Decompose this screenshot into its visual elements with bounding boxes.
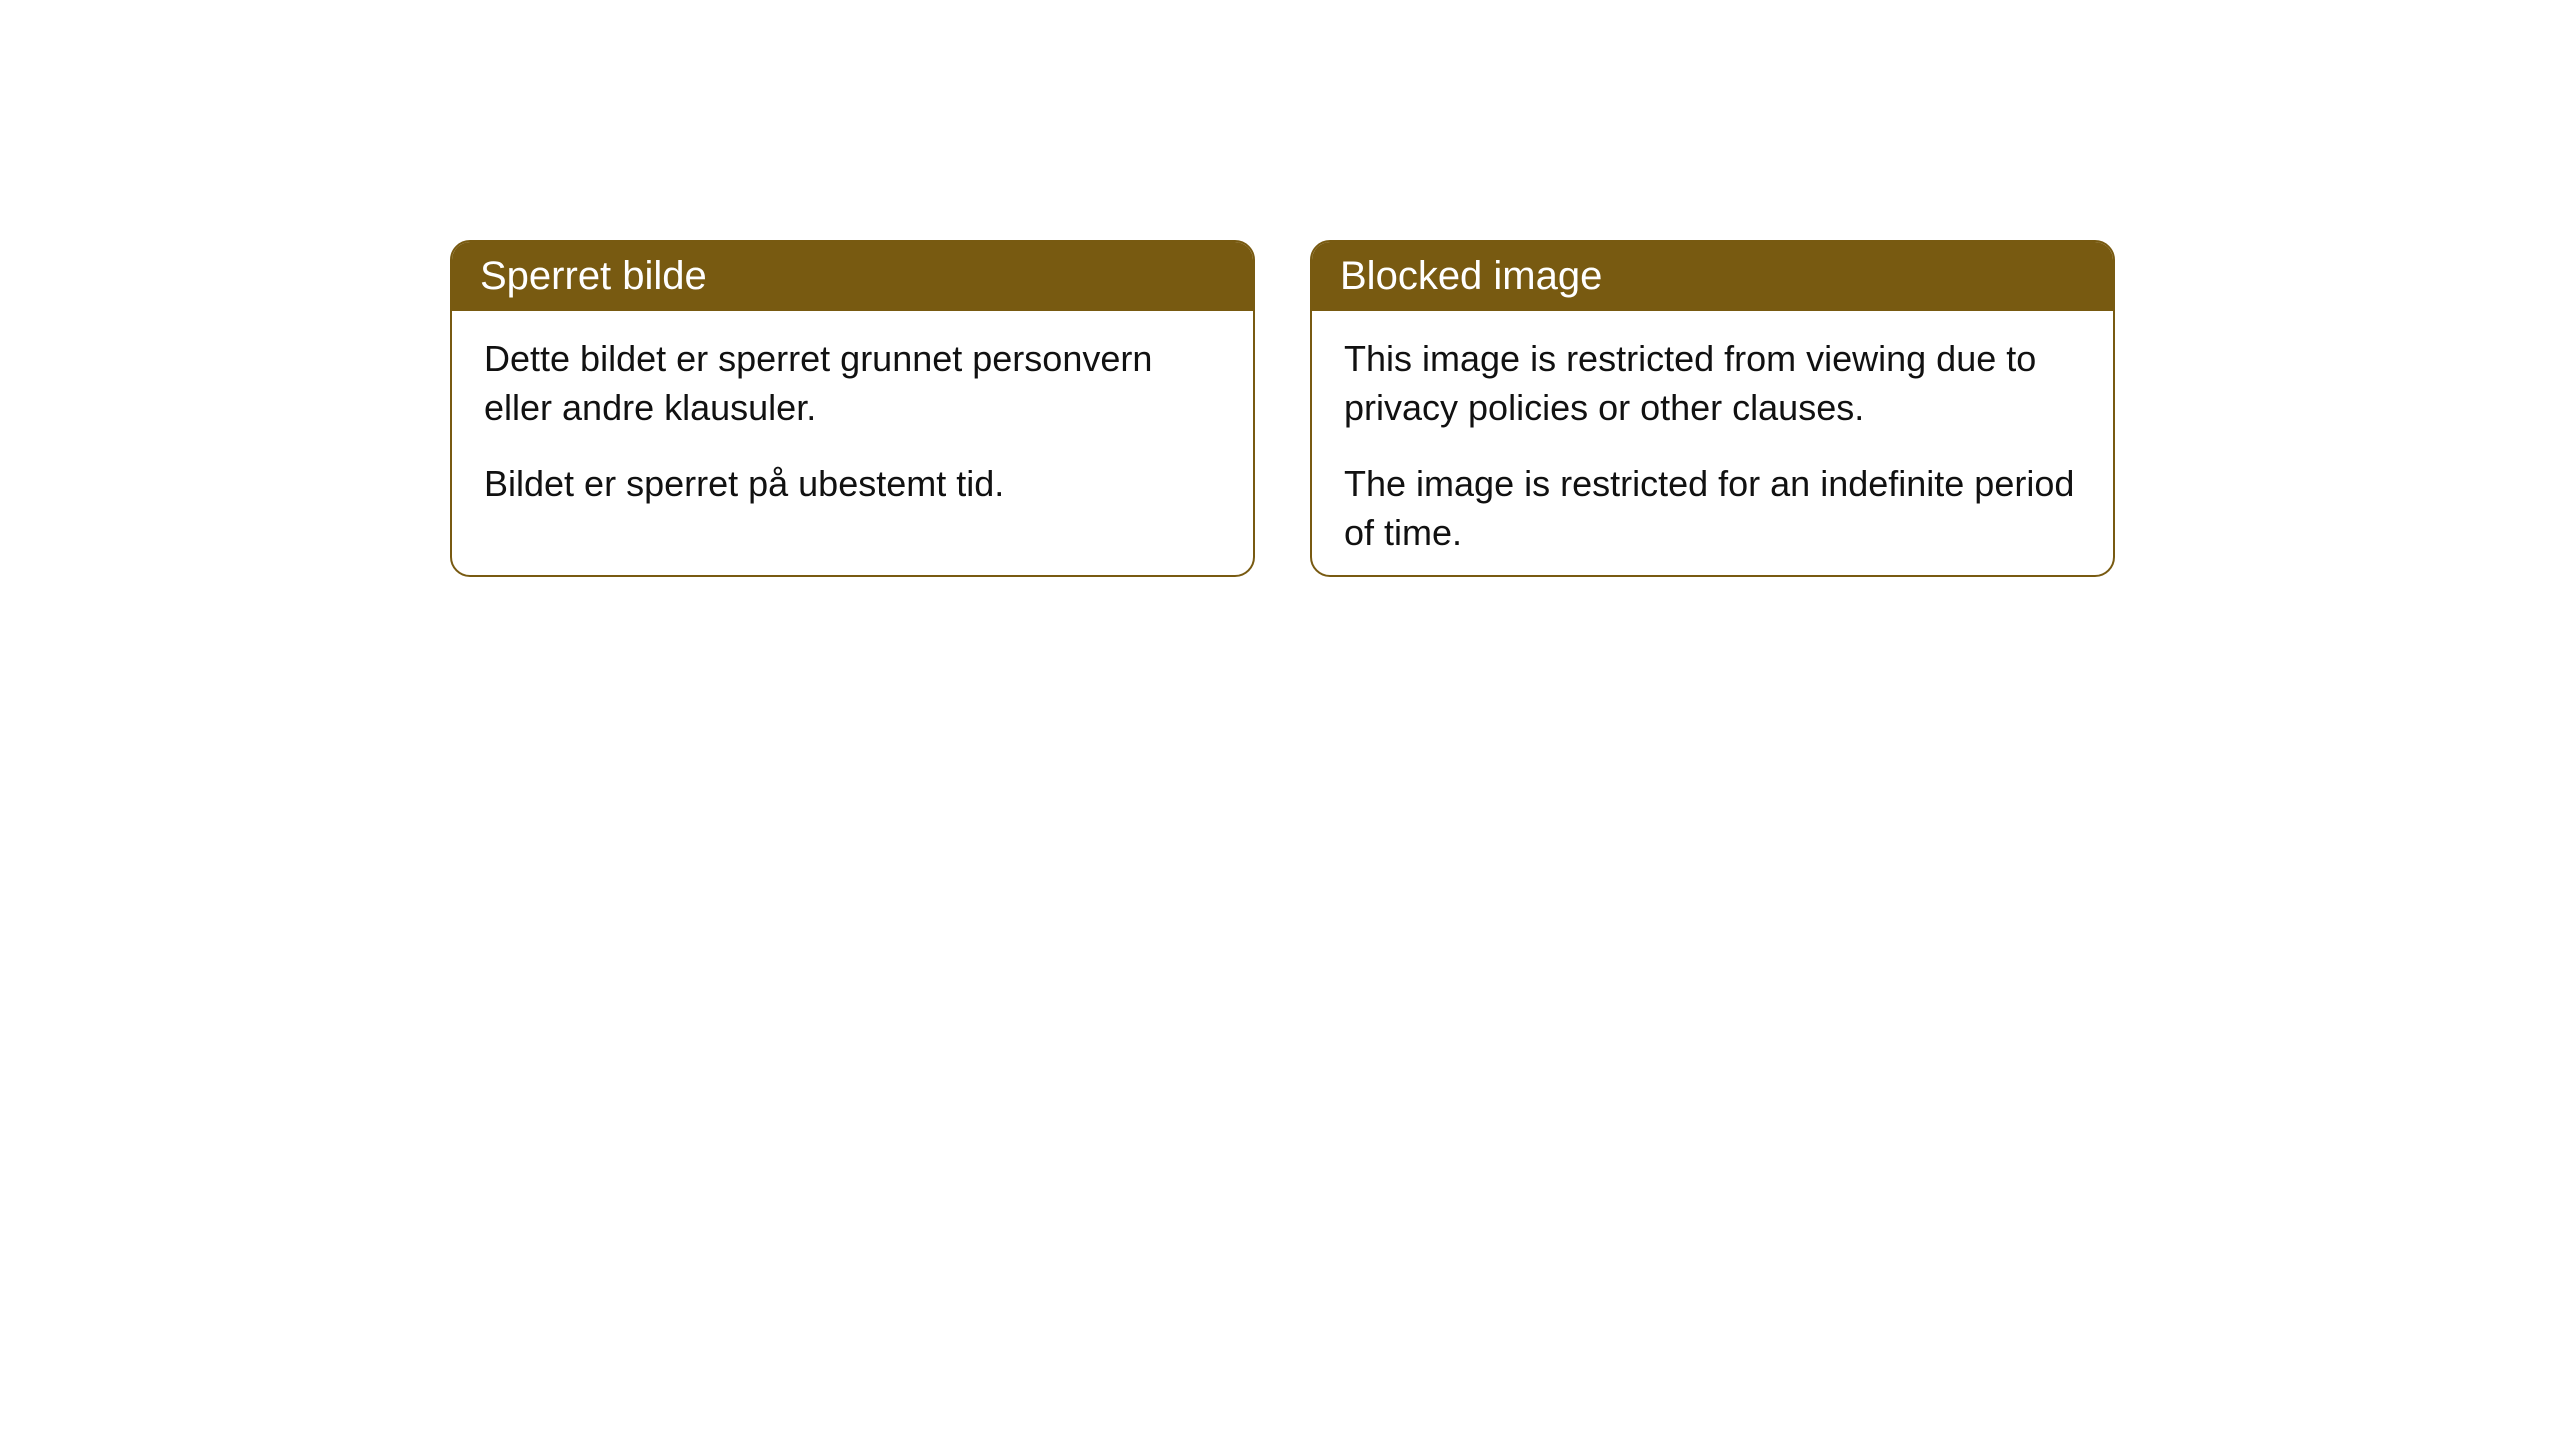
card-header: Blocked image <box>1312 242 2113 311</box>
notice-cards-container: Sperret bilde Dette bildet er sperret gr… <box>450 240 2115 577</box>
notice-card-norwegian: Sperret bilde Dette bildet er sperret gr… <box>450 240 1255 577</box>
notice-card-english: Blocked image This image is restricted f… <box>1310 240 2115 577</box>
card-header: Sperret bilde <box>452 242 1253 311</box>
card-paragraph: The image is restricted for an indefinit… <box>1344 460 2081 557</box>
card-paragraph: Bildet er sperret på ubestemt tid. <box>484 460 1221 509</box>
card-body: Dette bildet er sperret grunnet personve… <box>452 311 1253 533</box>
card-paragraph: Dette bildet er sperret grunnet personve… <box>484 335 1221 432</box>
card-paragraph: This image is restricted from viewing du… <box>1344 335 2081 432</box>
card-title: Blocked image <box>1340 254 1602 298</box>
card-body: This image is restricted from viewing du… <box>1312 311 2113 577</box>
card-title: Sperret bilde <box>480 254 707 298</box>
